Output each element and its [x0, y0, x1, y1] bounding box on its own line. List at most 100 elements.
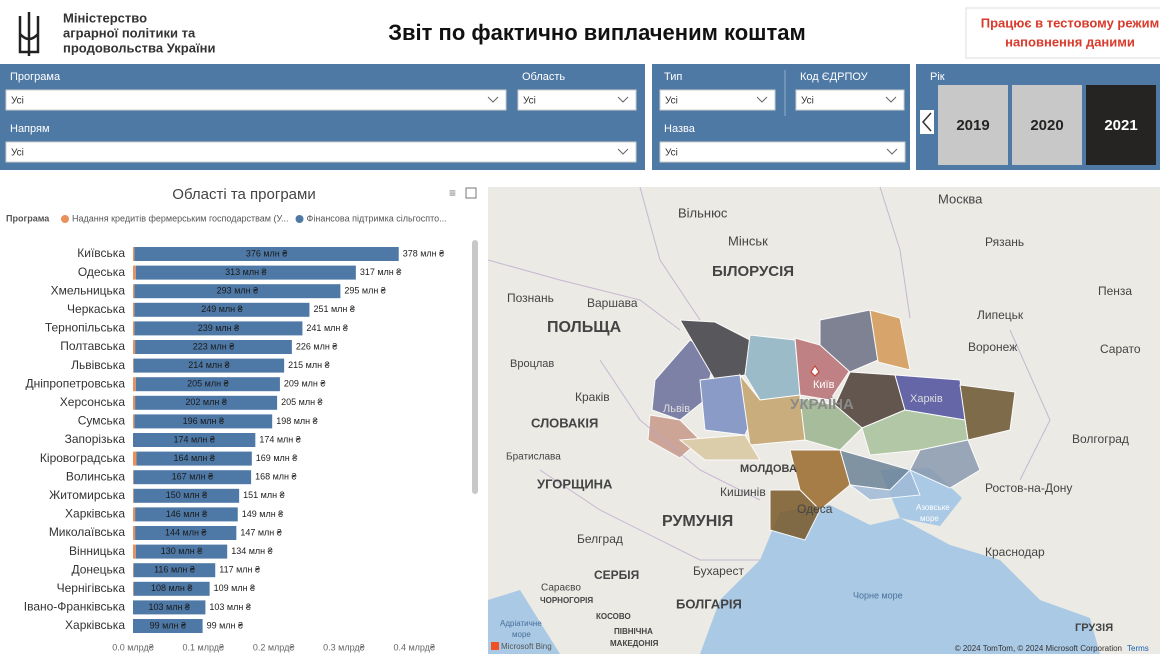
bar-value-label: 167 млн ₴ [172, 472, 213, 482]
dropdown[interactable] [660, 142, 905, 162]
map-logo: Microsoft Bing [501, 642, 552, 651]
total-label: 317 млн ₴ [360, 267, 401, 277]
bar-segment [133, 414, 134, 428]
map-label: Краснодар [985, 545, 1045, 559]
map-label: Липецьк [977, 308, 1024, 322]
dropdown-value: Усі [665, 148, 678, 159]
filter-label: Програма [10, 71, 61, 83]
map-label: Варшава [587, 296, 638, 310]
notice: наповнення даними [1005, 34, 1135, 49]
total-label: 147 млн ₴ [240, 527, 281, 537]
bar-segment [133, 452, 137, 466]
year-label: Рік [930, 71, 945, 83]
total-label: 168 млн ₴ [255, 472, 296, 482]
y-tick-label: Сумська [78, 414, 126, 428]
total-label: 226 млн ₴ [296, 341, 337, 351]
y-tick-label: Хмельницька [51, 283, 126, 297]
map-label: ПІВНІЧНА [614, 627, 653, 636]
map-label: Харків [910, 393, 943, 405]
filter-label: Назва [664, 123, 696, 135]
map-label: СЕРБІЯ [594, 568, 639, 582]
bar-value-label: 130 млн ₴ [161, 546, 202, 556]
bar-value-label: 103 млн ₴ [148, 602, 189, 612]
map-label: Краків [575, 390, 610, 404]
bar-segment [133, 284, 134, 298]
total-label: 198 млн ₴ [276, 416, 317, 426]
bar-value-label: 196 млн ₴ [183, 416, 224, 426]
bar-value-label: 293 млн ₴ [217, 286, 258, 296]
filter-label: Напрям [10, 123, 50, 135]
filter-icon: ≡ [449, 186, 456, 200]
map-terms[interactable]: Terms [1127, 644, 1149, 653]
map-label: ПОЛЬЩА [547, 319, 622, 336]
ministry-line: продовольства України [63, 40, 215, 55]
total-label: 134 млн ₴ [231, 546, 272, 556]
y-tick-label: Чернігівська [57, 581, 126, 595]
map-label: РУМУНІЯ [662, 513, 733, 530]
total-label: 215 млн ₴ [288, 360, 329, 370]
bar-segment [133, 396, 135, 410]
map-label: Вільнюс [678, 205, 728, 220]
bar-value-label: 313 млн ₴ [225, 267, 266, 277]
y-tick-label: Одеська [78, 265, 126, 279]
bar-segment [133, 526, 135, 540]
legend-label: Надання кредитів фермерським господарств… [72, 213, 289, 223]
map-label: Київ [813, 379, 835, 391]
total-label: 241 млн ₴ [306, 323, 347, 333]
y-tick-label: Київська [77, 246, 125, 260]
total-label: 109 млн ₴ [214, 583, 255, 593]
bar-segment [133, 470, 134, 484]
dropdown-value: Усі [11, 96, 24, 107]
legend-marker [61, 215, 69, 223]
map-label: ЧОРНОГОРІЯ [540, 596, 593, 605]
y-tick-label: Запорізька [65, 432, 126, 446]
total-label: 99 млн ₴ [207, 620, 243, 630]
bar-segment [133, 247, 134, 261]
total-label: 295 млн ₴ [344, 286, 385, 296]
bar-segment [133, 266, 136, 280]
ministry-line: Міністерство [63, 10, 147, 25]
map-label: УКРАЇНА [790, 396, 854, 413]
dropdown[interactable] [6, 90, 506, 110]
y-tick-label: Житомирська [49, 488, 125, 502]
map-label: Азовське [916, 503, 950, 512]
map-label: КОСОВО [596, 612, 631, 621]
map-label: Белград [577, 532, 623, 546]
map-label: Кишинів [720, 485, 766, 499]
bar-value-label: 205 млн ₴ [187, 379, 228, 389]
total-label: 151 млн ₴ [243, 490, 284, 500]
map-label: Ростов-на-Дону [985, 481, 1072, 495]
y-tick-label: Черкаська [67, 302, 125, 316]
map-label: Москва [938, 191, 983, 206]
map-label: Сараєво [541, 583, 581, 594]
y-tick-label: Тернопільська [45, 321, 125, 335]
dashboard: Міністерство аграрної політики та продов… [0, 0, 1160, 654]
scrollbar [472, 240, 478, 494]
x-tick-label: 0.2 млрд₴ [253, 642, 295, 652]
bar-value-label: 164 млн ₴ [173, 453, 214, 463]
bar-segment [133, 359, 134, 373]
map-label: море [920, 514, 939, 523]
bing-logo-box [491, 642, 499, 650]
total-label: 251 млн ₴ [313, 304, 354, 314]
page-title: Звіт по фактично виплаченим коштам [388, 20, 806, 45]
bar-value-label: 214 млн ₴ [188, 360, 229, 370]
notice: Працює в тестовому режим [981, 15, 1160, 30]
map-label: Волгоград [1072, 432, 1129, 446]
bar-value-label: 116 млн ₴ [154, 565, 195, 575]
map-label: Воронеж [968, 340, 1017, 354]
dropdown[interactable] [6, 142, 636, 162]
map-label: СЛОВАКІЯ [531, 415, 598, 430]
total-label: 169 млн ₴ [256, 453, 297, 463]
bar-value-label: 249 млн ₴ [201, 304, 242, 314]
map-label: Адріатичне [500, 619, 542, 628]
bar-value-label: 146 млн ₴ [166, 509, 207, 519]
total-label: 205 млн ₴ [281, 397, 322, 407]
bar-value-label: 144 млн ₴ [165, 527, 206, 537]
bar-segment [133, 582, 134, 596]
total-label: 103 млн ₴ [209, 602, 250, 612]
x-tick-label: 0.3 млрд₴ [323, 642, 365, 652]
dropdown-value: Усі [523, 96, 536, 107]
map-label: МОЛДОВА [740, 463, 797, 475]
map-label: Познань [507, 291, 554, 305]
